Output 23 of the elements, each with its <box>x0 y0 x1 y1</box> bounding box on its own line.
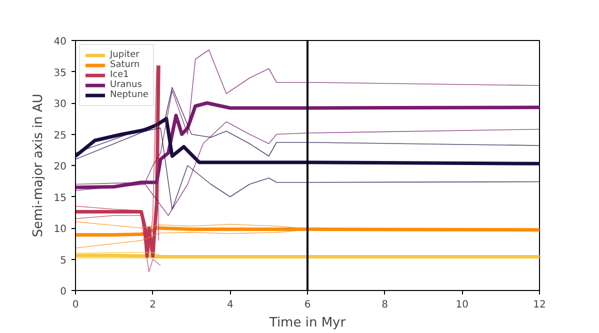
y-tick-label: 40 <box>54 36 67 48</box>
x-tick-label: 2 <box>150 300 156 310</box>
legend-label: Uranus <box>110 80 142 90</box>
x-tick-label: 0 <box>72 300 79 310</box>
legend-label: Ice1 <box>110 70 130 80</box>
y-tick-label: 25 <box>54 130 67 142</box>
x-tick-label: 4 <box>226 300 234 310</box>
x-tick-label: 12 <box>533 300 546 310</box>
y-tick-label: 35 <box>54 68 67 79</box>
y-tick-label: 20 <box>54 162 67 172</box>
y-tick-label: 0 <box>60 286 67 298</box>
y-tick-label: 10 <box>54 224 67 235</box>
legend-label: Saturn <box>110 60 140 70</box>
y-tick-label: 30 <box>54 99 67 110</box>
y-axis-title: Semi-major axis in AU <box>30 94 46 238</box>
x-tick-label: 8 <box>382 300 388 310</box>
x-axis-title: Time in Myr <box>268 316 346 330</box>
x-tick-label: 10 <box>456 300 469 310</box>
y-tick-label: 5 <box>60 255 67 266</box>
legend-label: Jupiter <box>110 50 140 60</box>
x-tick-label: 6 <box>304 300 311 310</box>
y-tick-label: 15 <box>54 192 67 204</box>
legend-label: Neptune <box>110 90 148 100</box>
